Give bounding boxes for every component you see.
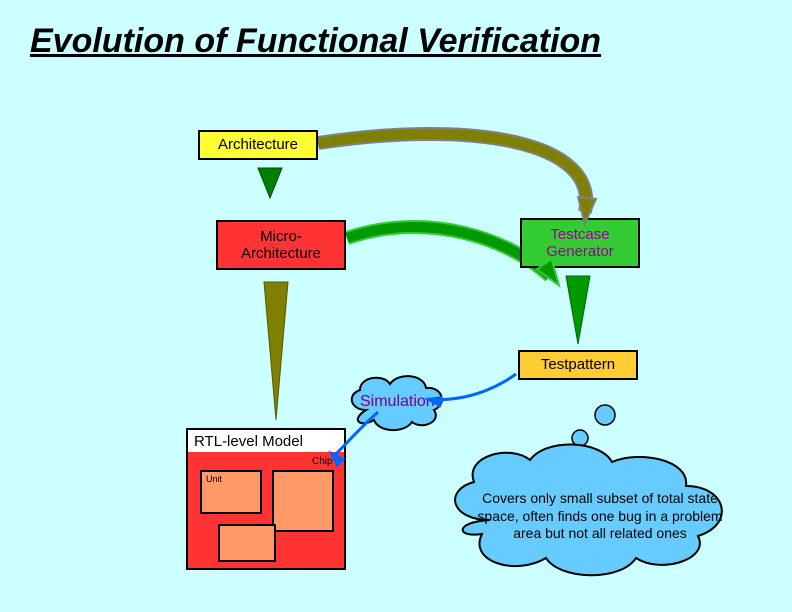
edge-testpattern-to-sim: [432, 374, 516, 400]
node-testpattern-label: Testpattern: [541, 356, 615, 373]
unit-block-2: [272, 470, 334, 532]
edge-micro-to-rtl: [264, 282, 288, 420]
node-micro-architecture-label: Micro- Architecture: [241, 228, 321, 263]
node-micro-architecture: Micro- Architecture: [216, 220, 346, 270]
node-testcase-generator: Testcase Generator: [520, 218, 640, 268]
unit-label: Unit: [206, 474, 222, 484]
node-testcase-generator-label: Testcase Generator: [546, 226, 614, 261]
edge-arch-to-micro: [258, 168, 282, 198]
page-title: Evolution of Functional Verification: [30, 22, 601, 61]
diagram-stage: Evolution of Functional Verification Sim…: [0, 0, 792, 612]
node-architecture: Architecture: [198, 130, 318, 160]
node-testpattern: Testpattern: [518, 350, 638, 380]
unit-block-3: [218, 524, 276, 562]
chip-label: Chip: [312, 456, 333, 467]
edge-arch-to-testgen: [318, 134, 586, 212]
comment-cloud-text: Covers only small subset of total state …: [474, 490, 726, 543]
simulation-label: Simulation: [360, 393, 435, 411]
edge-testgen-to-testpattern: [566, 276, 590, 344]
node-architecture-label: Architecture: [218, 136, 298, 153]
rtl-model-panel: RTL-level Model Chip Unit: [186, 428, 346, 570]
rtl-model-title: RTL-level Model: [188, 430, 344, 452]
